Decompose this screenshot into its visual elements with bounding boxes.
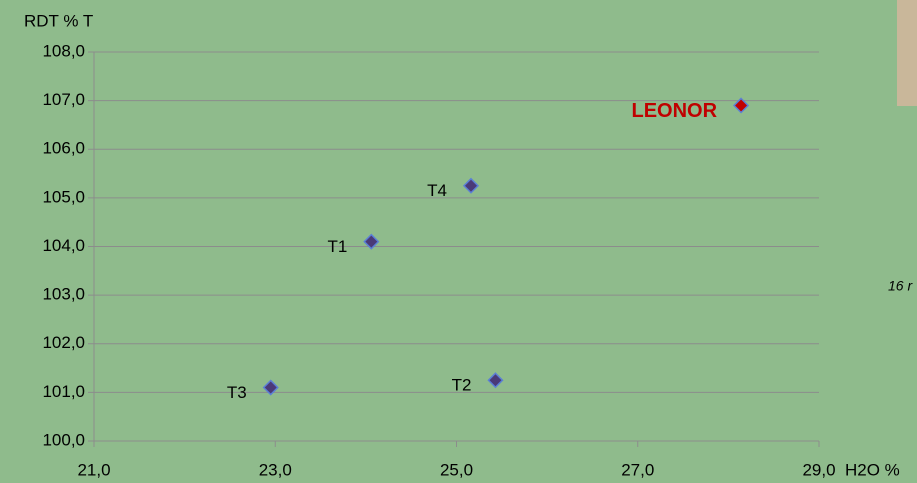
x-tick-label: 25,0 — [440, 460, 473, 479]
y-axis-label: RDT % T — [24, 11, 93, 30]
chart: RDT % T H2O % 16 r 100,0 101,0 102,0 103,0 1… — [0, 0, 917, 483]
x-tick-label: 29,0 — [802, 460, 835, 479]
y-tick-label: 102,0 — [42, 333, 85, 352]
photo-fragment — [897, 0, 917, 106]
x-tick-label: 27,0 — [621, 460, 654, 479]
y-tick-label: 103,0 — [42, 285, 85, 304]
y-tick-label: 107,0 — [42, 90, 85, 109]
point-label: LEONOR — [632, 100, 718, 122]
annotation: 16 r — [888, 278, 913, 294]
point-label: T1 — [327, 237, 347, 256]
y-tick-label: 101,0 — [42, 382, 85, 401]
data-point — [464, 179, 478, 193]
x-tick-label: 21,0 — [77, 460, 110, 479]
y-tick-label: 105,0 — [42, 187, 85, 206]
y-tick-label: 106,0 — [42, 139, 85, 158]
data-point — [488, 373, 502, 387]
point-label: T2 — [452, 376, 472, 395]
x-tick-label: 23,0 — [259, 460, 292, 479]
y-tick-label: 104,0 — [42, 236, 85, 255]
y-tick-label: 108,0 — [42, 41, 85, 60]
y-tick-label: 100,0 — [42, 430, 85, 449]
x-axis-label: H2O % — [845, 460, 900, 479]
page: {"chart_data": { "type": "scatter", "y_l… — [0, 0, 917, 483]
point-label: T4 — [427, 181, 447, 200]
point-label: T3 — [227, 383, 247, 402]
